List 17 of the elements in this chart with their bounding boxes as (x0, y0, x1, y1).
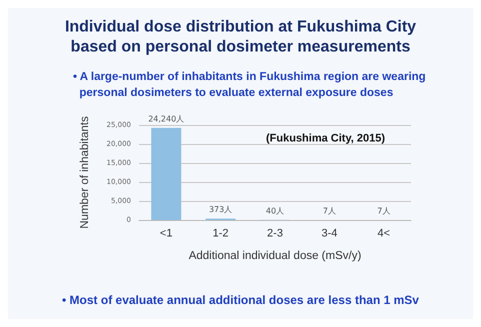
data-label: 40人 (266, 206, 284, 216)
x-tick-label: <1 (160, 228, 172, 240)
x-axis-title: Additional individual dose (mSv/y) (188, 250, 362, 262)
text: • Most of evaluate annual additional doses are less than 1 mSv (62, 293, 420, 307)
x-tick-label: 2-3 (267, 228, 283, 240)
data-label: 24,240人 (148, 114, 184, 124)
chart-subtitle: • A large-number of inhabitants in Fukushima region are wearing personal dosimeters to evaluate external exposure doses (73, 71, 426, 99)
x-tick-label: 3-4 (321, 228, 338, 240)
data-label: 7人 (322, 206, 336, 216)
bar (151, 128, 182, 220)
x-tick-label: 1-2 (212, 228, 229, 240)
annotation: (Fukushima City, 2015) (266, 132, 386, 144)
data-label: 373人 (208, 205, 232, 214)
y-axis-title: Number of inhabitants (79, 116, 91, 229)
chart-title: Individual dose distribution at Fukushima City based on personal dosimeter measurements (64, 18, 416, 56)
x-tick-label: 4< (378, 228, 390, 240)
data-label: 7人 (377, 206, 390, 216)
